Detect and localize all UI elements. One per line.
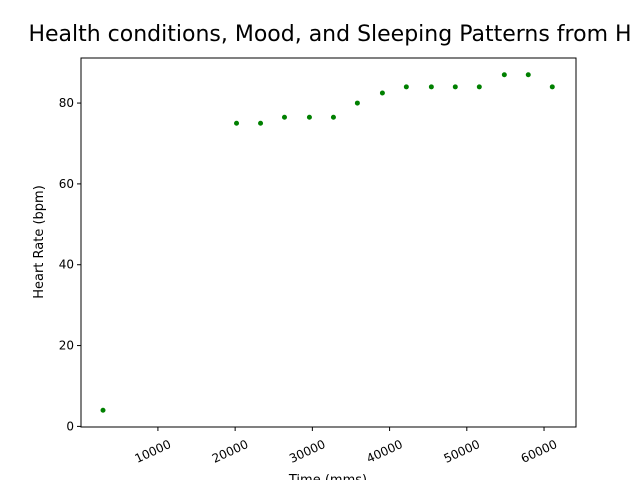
point (258, 120, 264, 126)
point (403, 84, 409, 90)
x-tick-label: 30000 (287, 437, 328, 466)
point (100, 407, 106, 413)
y-tick-label: 0 (66, 419, 74, 433)
chart-title: Health conditions, Mood, and Sleeping Pa… (28, 22, 631, 47)
point (330, 114, 336, 120)
y-tick-label: 20 (59, 339, 74, 353)
point (549, 84, 555, 90)
plot-frame (80, 57, 577, 428)
point (476, 84, 482, 90)
point (354, 100, 360, 106)
y-tick-label: 80 (59, 96, 74, 110)
point (501, 72, 507, 78)
point (452, 84, 458, 90)
y-axis-label: Heart Rate (bpm) (32, 185, 47, 299)
x-tick-label: 50000 (442, 437, 483, 466)
x-tick-label: 60000 (519, 437, 560, 466)
point (428, 84, 434, 90)
point (234, 120, 240, 126)
x-tick-label: 40000 (364, 437, 405, 466)
point (281, 114, 287, 120)
x-axis-label: Time (mms) (288, 473, 367, 480)
y-tick-label: 40 (59, 258, 74, 272)
point (525, 72, 531, 78)
point (306, 114, 312, 120)
x-tick-label: 10000 (133, 437, 174, 466)
x-tick-label: 20000 (210, 437, 251, 466)
point (379, 90, 385, 96)
y-tick-label: 60 (59, 177, 74, 191)
